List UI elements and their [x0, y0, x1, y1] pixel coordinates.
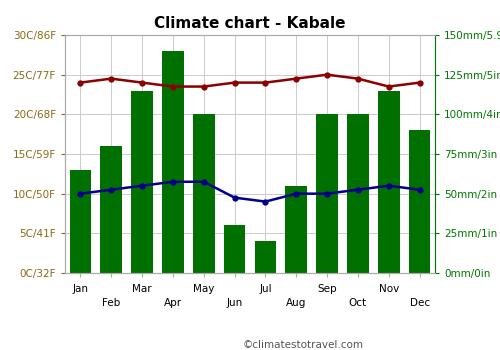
Bar	[378, 91, 400, 273]
Title: Climate chart - Kabale: Climate chart - Kabale	[154, 16, 346, 31]
Bar	[132, 91, 153, 273]
Text: Apr: Apr	[164, 298, 182, 308]
Text: Oct: Oct	[349, 298, 367, 308]
Bar	[254, 241, 276, 273]
Bar	[316, 114, 338, 273]
Text: Nov: Nov	[378, 284, 399, 294]
Text: Aug: Aug	[286, 298, 306, 308]
Bar	[100, 146, 122, 273]
Bar	[193, 114, 214, 273]
Text: Jun: Jun	[226, 298, 242, 308]
Bar	[347, 114, 368, 273]
Bar	[70, 170, 91, 273]
Text: Jul: Jul	[259, 284, 272, 294]
Text: May: May	[193, 284, 214, 294]
Bar	[286, 186, 307, 273]
Text: Feb: Feb	[102, 298, 120, 308]
Text: Sep: Sep	[318, 284, 337, 294]
Text: Dec: Dec	[410, 298, 430, 308]
Text: ©climatestotravel.com: ©climatestotravel.com	[242, 340, 364, 350]
Legend: Prec, Min, Max: Prec, Min, Max	[71, 345, 248, 350]
Bar	[162, 51, 184, 273]
Text: Jan: Jan	[72, 284, 88, 294]
Bar	[409, 130, 430, 273]
Text: Mar: Mar	[132, 284, 152, 294]
Bar	[224, 225, 246, 273]
